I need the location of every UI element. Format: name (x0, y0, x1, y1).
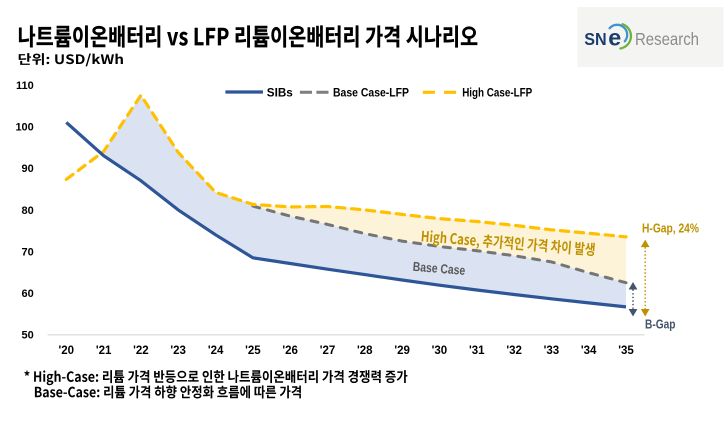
svg-text:'21: '21 (96, 345, 112, 357)
svg-text:Base Case: Base Case (412, 259, 466, 278)
svg-text:'20: '20 (59, 345, 75, 357)
svg-text:'32: '32 (506, 345, 522, 357)
svg-text:'31: '31 (469, 345, 485, 357)
svg-text:'28: '28 (357, 345, 373, 357)
svg-text:High Case-LFP: High Case-LFP (462, 87, 532, 99)
svg-text:'23: '23 (170, 345, 186, 357)
svg-text:70: 70 (22, 246, 34, 258)
svg-text:'35: '35 (618, 345, 634, 357)
svg-text:'22: '22 (133, 345, 149, 357)
svg-text:B-Gap: B-Gap (645, 318, 676, 332)
svg-text:'27: '27 (320, 345, 336, 357)
svg-text:e: e (608, 24, 621, 50)
svg-text:SIBs: SIBs (267, 87, 293, 99)
svg-text:'30: '30 (432, 345, 448, 357)
svg-text:80: 80 (22, 205, 34, 217)
svg-text:SN: SN (584, 29, 606, 49)
svg-text:110: 110 (16, 80, 34, 92)
svg-text:'26: '26 (282, 345, 298, 357)
svg-text:60: 60 (22, 288, 34, 300)
svg-text:'33: '33 (544, 345, 560, 357)
svg-text:Research: Research (635, 29, 699, 49)
svg-text:90: 90 (22, 163, 34, 175)
svg-text:'29: '29 (394, 345, 410, 357)
svg-text:100: 100 (15, 122, 33, 134)
svg-text:'34: '34 (581, 345, 597, 357)
svg-text:H-Gap, 24%: H-Gap, 24% (642, 221, 699, 235)
svg-text:'25: '25 (245, 345, 261, 357)
svg-text:'24: '24 (208, 345, 224, 357)
svg-text:Base Case-LFP: Base Case-LFP (333, 87, 409, 99)
svg-text:50: 50 (22, 330, 34, 342)
